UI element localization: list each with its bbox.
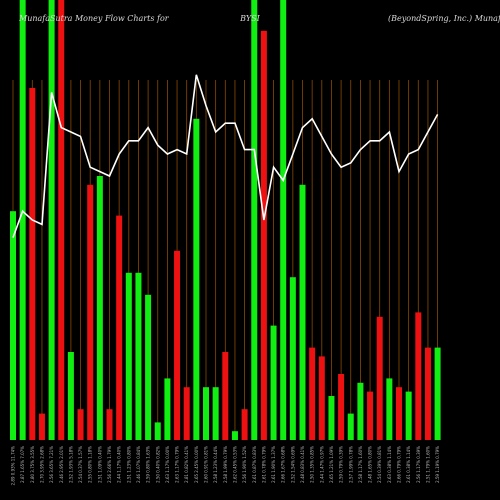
x-tick-label: 2.59 1.19% 0.79% (435, 446, 440, 483)
x-tick-label: 2.54 0.39% 0.81% (377, 446, 382, 483)
bar (212, 387, 219, 440)
bar (193, 118, 200, 441)
x-tick-label: 2.66 1.67% 0.68% (281, 446, 286, 483)
x-tick-label: 2.63 0.38% 1.14% (387, 446, 392, 483)
bar (183, 387, 190, 440)
bar (154, 422, 161, 440)
bar (116, 215, 123, 440)
bar (203, 387, 209, 440)
x-tick-label: 2.52 1.54% 0.69% (290, 446, 295, 483)
x-tick-label: 2.56 1.90% 1.52% (242, 446, 247, 483)
x-tick-label: 2.60 0.91% 0.81% (204, 446, 209, 483)
x-tick-label: 2.63 1.17% 0.79% (175, 446, 180, 483)
bar (29, 88, 36, 440)
x-tick-label: 2.58 1.23% 0.44% (213, 446, 218, 483)
x-tick-label: 2.56 3.65% 7.21% (49, 446, 54, 483)
x-tick-labels: 2.89 0.93% 11.74% 2.87 1.65% 7.07% 2.80 3.… (11, 446, 441, 486)
bar (135, 272, 142, 440)
x-tick-label: 2.46 2.95% 2.01% (59, 446, 64, 483)
bar (289, 277, 296, 440)
bar (260, 30, 267, 441)
money-flow-line (12, 74, 439, 238)
x-tick-label: 2.65 2.45% 0.00% (194, 446, 199, 483)
bar (318, 356, 325, 440)
x-tick-label: 2.89 0.93% 11.74% (11, 446, 16, 486)
x-tick-label: 2.44 1.47% 0.97% (319, 446, 324, 483)
x-tick-label: 2.61 0.38% 1.14% (406, 446, 411, 483)
bar (164, 378, 171, 440)
x-tick-label: 2.87 1.65% 7.07% (20, 446, 25, 483)
bar (174, 250, 181, 440)
bar (396, 387, 402, 440)
bar (434, 347, 441, 440)
x-tick-label: 2.46 1.07% 0.84% (136, 446, 141, 483)
bar (58, 0, 65, 440)
bar (48, 0, 55, 440)
bar (270, 325, 277, 440)
bar (106, 409, 113, 440)
bar (222, 352, 229, 440)
bar (367, 391, 374, 440)
bar (145, 294, 152, 440)
bar (280, 0, 287, 440)
title-left: MunafaSutra Money Flow Charts for (18, 14, 170, 23)
x-tick-label: 2.65 1.21% 1.09% (329, 446, 334, 483)
x-tick-label: 2.51 1.23% 0.80% (126, 446, 131, 483)
bar (299, 184, 306, 440)
bar (405, 391, 412, 440)
x-tick-label: 2.61 1.90% 1.37% (271, 446, 276, 483)
x-tick-label: 2.52 1.93% 5.18% (68, 446, 73, 483)
title-ticker: BYSI (239, 14, 261, 23)
x-tick-label: 2.48 1.65% 0.80% (368, 446, 373, 483)
x-tick-label: 2.50 1.35% 0.85% (310, 446, 315, 483)
x-tick-label: 2.50 0.40% 0.82% (155, 446, 160, 483)
bar (424, 347, 431, 440)
x-tick-label: 2.61 0.78% 0.79% (261, 446, 266, 483)
bar (125, 272, 132, 440)
x-tick-label: 2.63 1.17% 0.00% (165, 446, 170, 483)
x-tick-label: 2.59 0.80% 1.63% (146, 446, 151, 483)
bar (338, 374, 345, 440)
bar (357, 382, 364, 440)
x-tick-label: 2.70 3.95% 2.68% (39, 446, 44, 483)
bar (328, 396, 335, 440)
x-tick-label: 2.58 1.17% 1.60% (358, 446, 363, 483)
x-tick-label: 2.59 0.79% 0.39% (339, 446, 344, 483)
x-tick-label: 2.58 1.99% 0.79% (223, 446, 228, 483)
x-tick-label: 2.56 2.66% 1.79% (107, 446, 112, 483)
x-tick-label: 2.81 0.82% 0.41% (184, 446, 189, 483)
x-tick-label: 2.54 0.37% 1.57% (78, 446, 83, 483)
bar (38, 413, 45, 440)
bars-series (10, 0, 441, 441)
bar (251, 0, 258, 440)
bar (309, 347, 316, 440)
x-tick-label: 2.48 0.83% 0.41% (300, 446, 305, 483)
x-tick-label: 2.61 0.87% 0.83% (252, 446, 257, 483)
bar (347, 413, 354, 440)
bar (231, 431, 238, 440)
bar (10, 211, 16, 440)
bar (415, 312, 422, 440)
x-tick-label: 2.57 1.99% 0.78% (348, 446, 353, 483)
bar (96, 176, 103, 440)
bar (87, 184, 94, 440)
x-tick-label: 2.55 0.80% 1.18% (88, 446, 93, 483)
x-tick-label: 2.66 0.79% 0.79% (397, 446, 402, 483)
bar (77, 409, 84, 440)
x-tick-label: 2.56 1.17% 0.39% (416, 446, 421, 483)
bar (67, 352, 74, 440)
x-tick-label: 2.51 1.79% 1.60% (425, 446, 430, 483)
x-tick-label: 2.51 1.09% 0.40% (97, 446, 102, 483)
bar (376, 316, 383, 440)
x-tick-label: 2.62 0.45% 0.53% (232, 446, 237, 483)
x-tick-label: 2.80 3.75% 3.55% (30, 446, 35, 483)
bar (19, 0, 26, 440)
title-right: (BeyondSpring, Inc.) MunafaSutra.com (388, 14, 500, 23)
x-tick-label: 2.44 1.17% 0.40% (117, 446, 122, 483)
bar (386, 378, 393, 440)
bar (241, 409, 248, 440)
